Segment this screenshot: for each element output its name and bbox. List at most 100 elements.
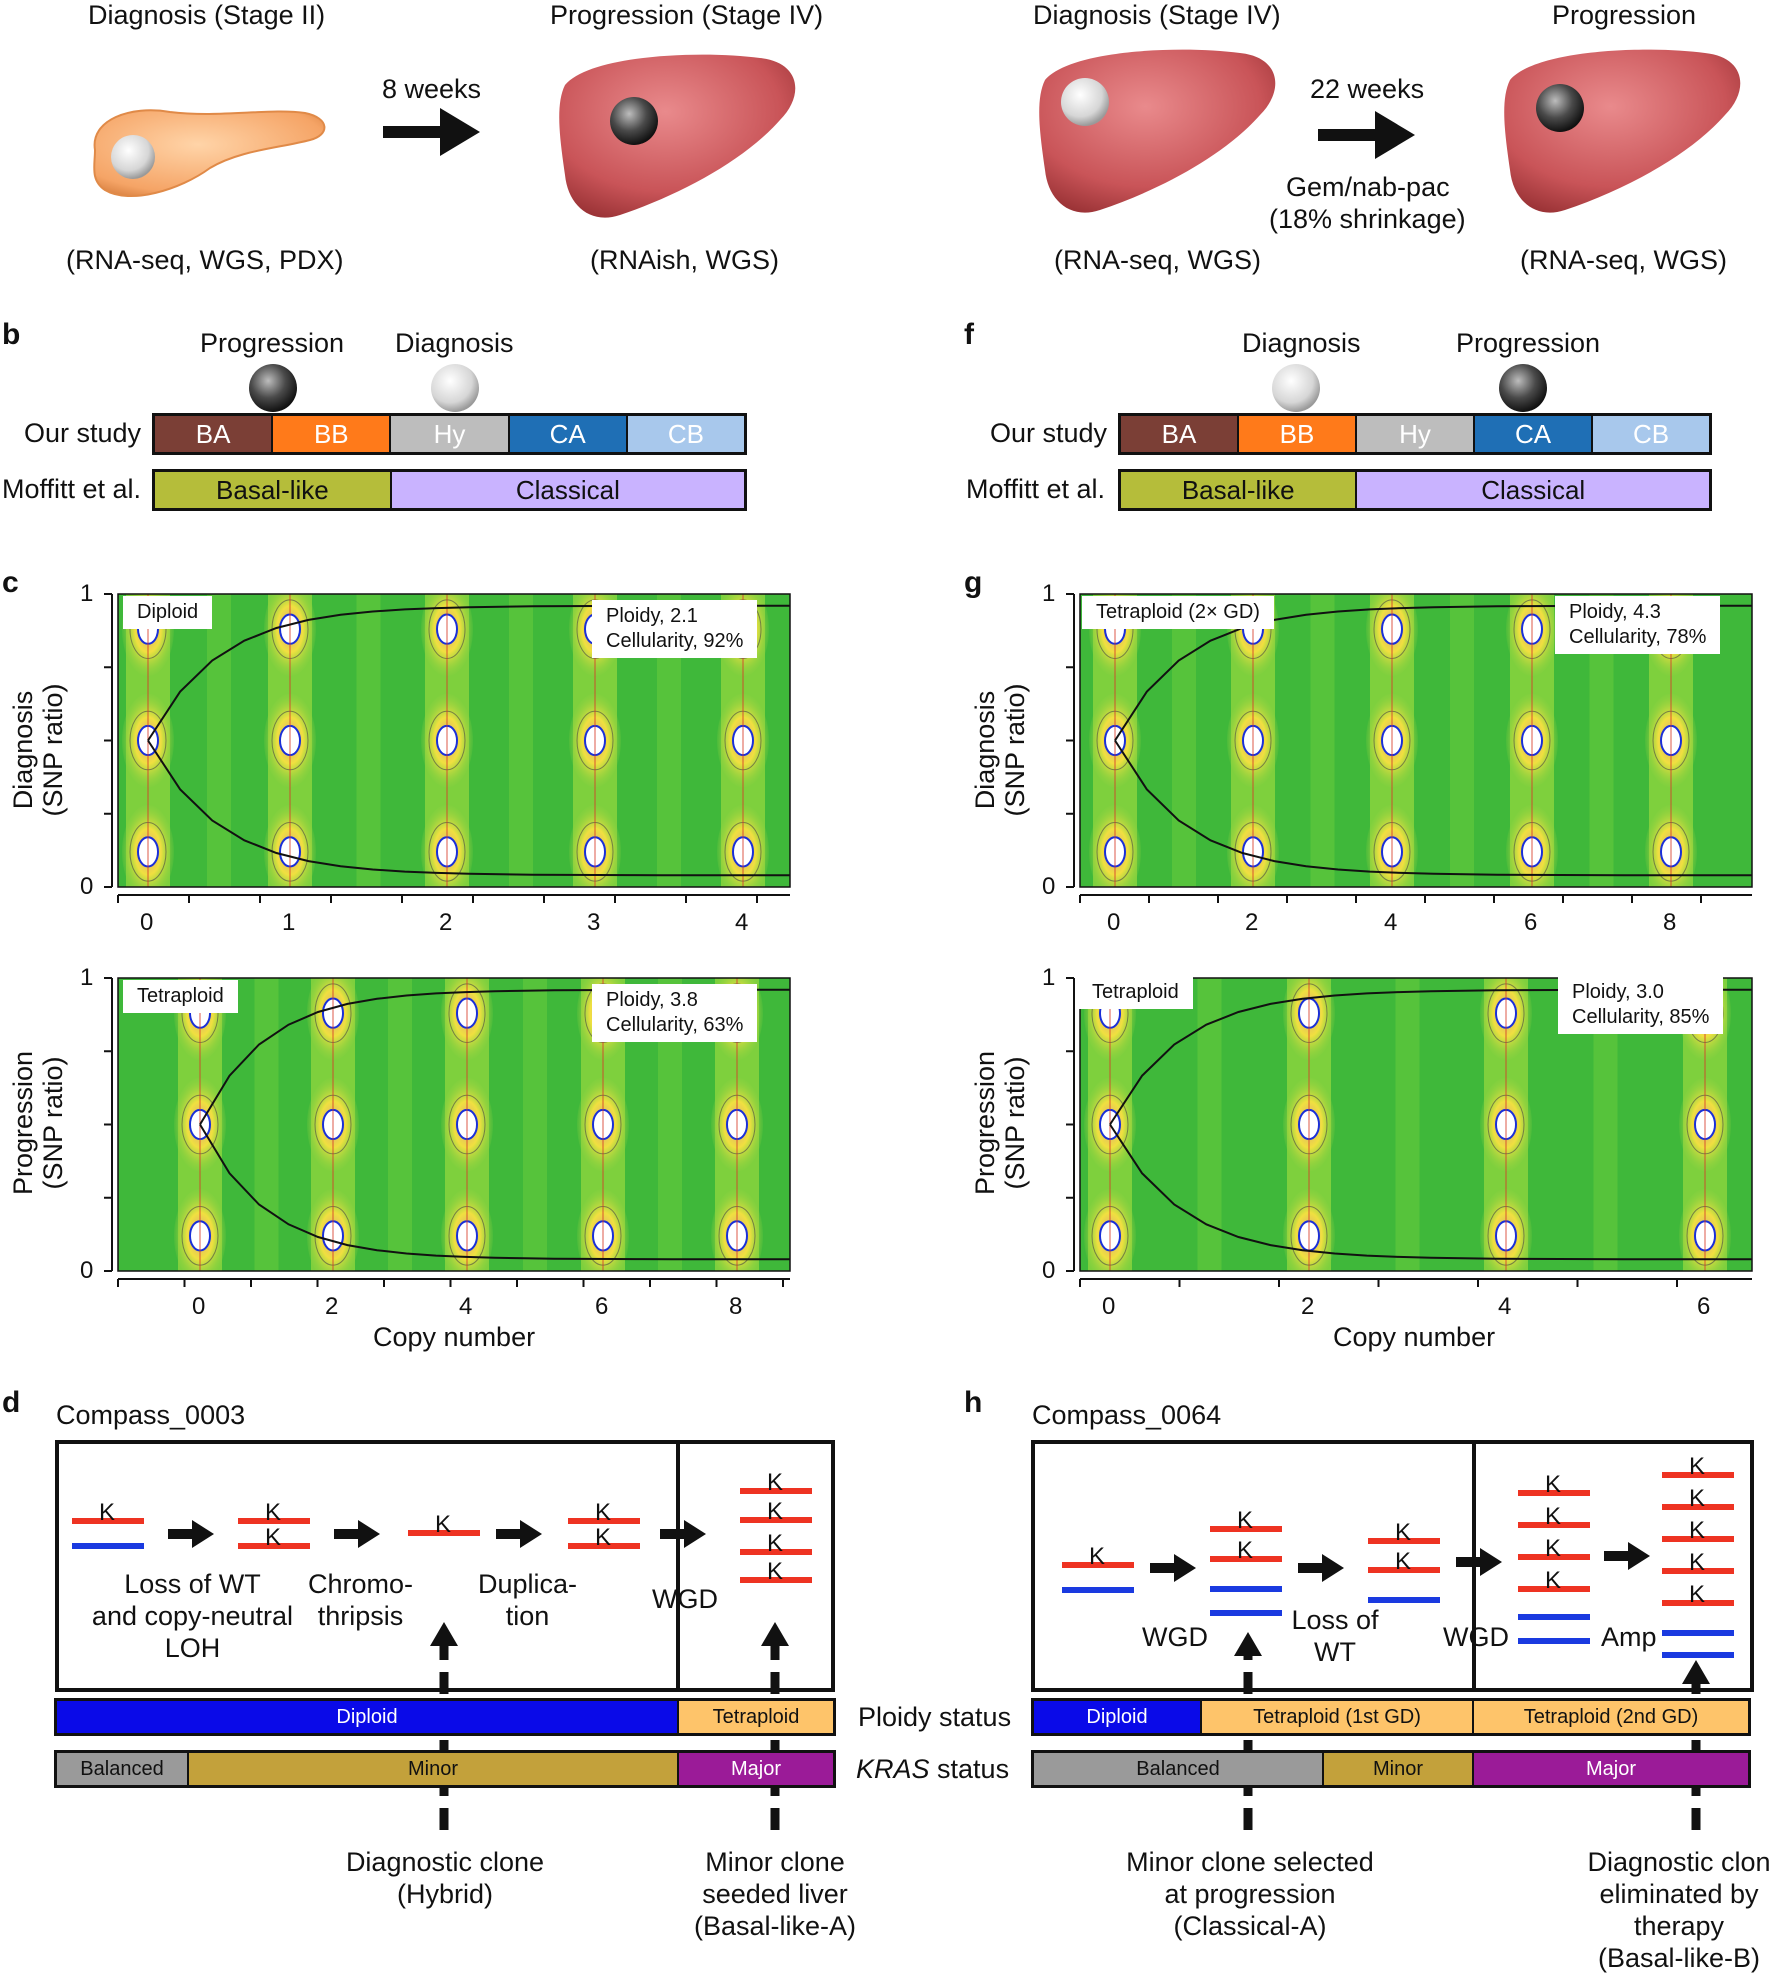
h-clone5-kras-b-label: K: [1689, 1485, 1706, 1512]
h-title: Compass_0064: [1032, 1400, 1222, 1430]
g-bottom-ytick-0: 0: [1042, 1257, 1056, 1284]
h-note-diagnostic-clone-eliminated: Diagnostic clon eliminated by therapy (Basa…: [1578, 1846, 1780, 1974]
a-left-prog-assays: (RNAish, WGS): [590, 245, 779, 275]
c-top-ytick-1: 1: [80, 580, 94, 607]
h-clone5-wt-a: [1662, 1630, 1734, 1636]
d-kras-bar: Balanced Minor Major: [54, 1750, 836, 1788]
d-clone5-kras-b: [740, 1517, 812, 1523]
d-note-minor-clone: Minor clone seeded liver (Basal-like-A): [660, 1846, 890, 1942]
d-clone3-kras-label: K: [435, 1511, 452, 1538]
g-top-ytick-0: 0: [1042, 873, 1056, 900]
d-arrow-4: [660, 1520, 706, 1548]
f-seg-basal: Basal-like: [1121, 472, 1358, 508]
h-kras-bar: Balanced Minor Major: [1031, 1750, 1751, 1788]
d-note2-line2: seeded liver: [702, 1879, 848, 1909]
c-bottom-ylabel-line2: (SNP ratio): [38, 1056, 68, 1190]
d-ploidy-tetraploid: Tetraploid: [679, 1701, 833, 1733]
d-step3-line1: Duplica-: [477, 1569, 578, 1599]
h-note-minor-clone-selected: Minor clone selected at progression (Class…: [1105, 1846, 1395, 1942]
c-top-lower-model-curve: [147, 739, 790, 877]
h-step-wgd-1: WGD: [1142, 1622, 1208, 1652]
b-marker-diagnosis-label: Diagnosis: [395, 328, 514, 358]
h-clone4-kras-b: [1518, 1522, 1590, 1528]
h-clone2-kras-a: [1210, 1526, 1282, 1532]
panel-letter-g: g: [964, 566, 983, 599]
c-bottom-xtick-6: 6: [595, 1293, 609, 1320]
d-kras-minor: Minor: [189, 1753, 679, 1785]
d-step2-line2: thripsis: [317, 1601, 404, 1631]
h-note1-line1: Minor clone selected: [1126, 1847, 1374, 1877]
ploidy-status-label: Ploidy status: [858, 1702, 1012, 1732]
c-bottom-state-label: Tetraploid: [123, 980, 238, 1013]
f-seg-ba: BA: [1121, 416, 1239, 452]
c-top-legend: Ploidy, 2.1 Cellularity, 92%: [592, 600, 758, 658]
d-clone1-kras-label: K: [99, 1499, 116, 1526]
g-top-ylabel-line2: (SNP ratio): [1000, 683, 1030, 817]
g-bottom-ploidy: Ploidy, 3.0: [1572, 981, 1664, 1003]
progression-marker-b: [249, 364, 297, 412]
d-clone4-kras-a-label: K: [595, 1499, 612, 1526]
h-note1-line2: at progression: [1164, 1879, 1336, 1909]
c-top-xtick-1: 1: [282, 909, 296, 936]
b-moffitt-bar: Basal-like Classical: [152, 469, 747, 511]
b-seg-basal: Basal-like: [155, 472, 392, 508]
g-top-plot: [1066, 593, 1753, 903]
d-clone1-kras: [72, 1518, 144, 1524]
g-bottom-ylabel-line2: (SNP ratio): [1000, 1056, 1030, 1190]
f-row-moffitt: Moffitt et al.: [966, 474, 1106, 504]
d-clone3-kras: [408, 1530, 480, 1536]
h-ploidy-tetraploid-2: Tetraploid (2nd GD): [1474, 1701, 1748, 1733]
g-bottom-cellularity: Cellularity, 85%: [1572, 1006, 1710, 1028]
progression-marker-f: [1499, 364, 1547, 412]
d-step1-line1: Loss of WT: [124, 1569, 261, 1599]
h-kras-balanced: Balanced: [1034, 1753, 1324, 1785]
h-step2-line2: WT: [1314, 1637, 1356, 1667]
h-clone4-wt-b: [1518, 1638, 1590, 1644]
c-top-xtick-2: 2: [439, 909, 453, 936]
b-seg-bb: BB: [273, 416, 392, 452]
liver-icon-left: [559, 54, 796, 218]
c-top-ylabel: Diagnosis (SNP ratio): [8, 650, 68, 850]
h-clone4-wt-a: [1518, 1614, 1590, 1620]
d-clone5-kras-a: [740, 1488, 812, 1494]
g-top-ploidy: Ploidy, 4.3: [1569, 601, 1661, 623]
h-clone4-kras-b-label: K: [1545, 1503, 1562, 1530]
f-marker-progression-label: Progression: [1456, 328, 1601, 358]
b-row-moffitt: Moffitt et al.: [2, 474, 142, 504]
a-left-progression-title: Progression (Stage IV): [550, 0, 824, 30]
d-clone4-kras-b: [568, 1543, 640, 1549]
d-note-diagnostic-clone: Diagnostic clone (Hybrid): [320, 1846, 570, 1910]
liver-icon-right-progression: [1504, 49, 1741, 213]
c-bottom-ytick-1: 1: [80, 964, 94, 991]
c-top-ylabel-line2: (SNP ratio): [38, 683, 68, 817]
a-left-weeks: 8 weeks: [382, 74, 482, 104]
g-bottom-xtick-0: 0: [1102, 1293, 1116, 1320]
d-arrow-1: [168, 1520, 214, 1548]
g-bottom-xtick-2: 2: [1301, 1293, 1315, 1320]
g-bottom-ylabel: Progression (SNP ratio): [970, 1023, 1030, 1223]
g-top-xtick-2: 2: [1245, 909, 1259, 936]
d-ploidy-diploid: Diploid: [57, 1701, 679, 1733]
g-top-lower-model-curve: [1114, 739, 1752, 877]
time-arrow-right: [1318, 111, 1415, 159]
h-note2-line3: therapy: [1633, 1911, 1725, 1941]
c-top-state-label: Diploid: [123, 596, 213, 629]
g-bottom-ylabel-line1: Progression: [970, 1050, 1000, 1196]
h-clone5-kras-e-label: K: [1689, 1581, 1706, 1608]
d-step-wgd: WGD: [652, 1584, 718, 1614]
d-clone2-kras-b: [238, 1543, 310, 1549]
h-ploidy-diploid: Diploid: [1034, 1701, 1202, 1733]
c-top-xtick-0: 0: [140, 909, 154, 936]
h-diagnostic-clone-arrow: [1682, 1660, 1710, 1830]
h-note2-line4: (Basal-like-B): [1597, 1943, 1761, 1973]
h-arrow-1: [1150, 1554, 1196, 1582]
d-clone2-kras-a-label: K: [265, 1499, 282, 1526]
c-xlabel: Copy number: [373, 1322, 536, 1352]
c-top-xtick-4: 4: [735, 909, 749, 936]
d-kras-balanced: Balanced: [57, 1753, 189, 1785]
c-bottom-legend: Ploidy, 3.8 Cellularity, 63%: [592, 984, 758, 1042]
panel-letter-h: h: [964, 1386, 983, 1419]
pancreas-icon: [93, 109, 326, 198]
c-bottom-xtick-8: 8: [729, 1293, 743, 1320]
a-right-shrinkage: (18% shrinkage): [1269, 204, 1466, 234]
